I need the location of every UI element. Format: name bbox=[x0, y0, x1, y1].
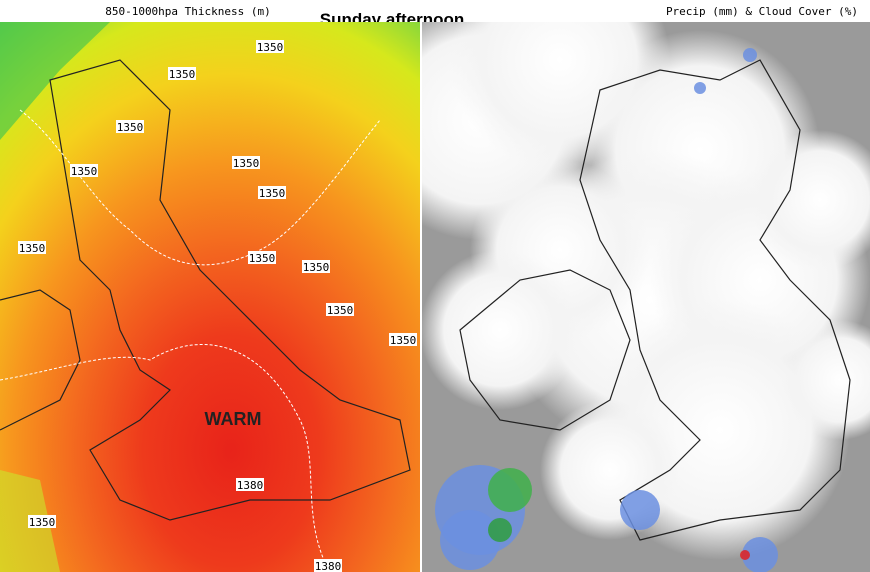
precip-area bbox=[694, 82, 706, 94]
cool-zone bbox=[0, 22, 110, 140]
cloud bbox=[780, 320, 870, 440]
contour-label: 1350 bbox=[29, 516, 56, 529]
contour-label-box bbox=[232, 156, 260, 169]
contour-label: 1350 bbox=[233, 157, 260, 170]
thickness-map: 1350 1350 1350 1350 1350 1350 1350 1350 1350 1350… bbox=[0, 22, 420, 572]
contour-label-box bbox=[28, 515, 56, 528]
contour-label-box bbox=[168, 67, 196, 80]
contour-label: 1350 bbox=[327, 304, 354, 317]
contour-label-box bbox=[116, 120, 144, 133]
precip-area bbox=[488, 468, 532, 512]
contour-label: 1350 bbox=[71, 165, 98, 178]
contour-label: 1380 bbox=[237, 479, 264, 492]
contour-label-box bbox=[389, 333, 417, 346]
coastline bbox=[49, 59, 411, 521]
cloud bbox=[540, 400, 680, 540]
contour-label: 1350 bbox=[169, 68, 196, 81]
precip-area bbox=[740, 550, 750, 560]
contour-label-box bbox=[18, 241, 46, 254]
cloud bbox=[750, 130, 870, 270]
contour-label: 1380 bbox=[315, 560, 342, 572]
panel-divider bbox=[420, 22, 422, 572]
contour-label-box bbox=[256, 40, 284, 53]
contour-label-box bbox=[70, 164, 98, 177]
contour-label: 1350 bbox=[259, 187, 286, 200]
contour-label-box bbox=[326, 303, 354, 316]
annotation: WARM bbox=[205, 409, 262, 429]
contour-label-box bbox=[258, 186, 286, 199]
precip-area bbox=[488, 518, 512, 542]
precip-area bbox=[620, 490, 660, 530]
thickness-field bbox=[0, 22, 420, 572]
right-panel-title: Precip (mm) & Cloud Cover (%) bbox=[666, 5, 858, 18]
left-panel-title: 850-1000hpa Thickness (m) bbox=[105, 5, 271, 18]
contour-label-box bbox=[248, 251, 276, 264]
contour-label-box bbox=[302, 260, 330, 273]
coastline bbox=[579, 59, 851, 541]
contour bbox=[19, 109, 381, 266]
contour-label: 1350 bbox=[390, 334, 417, 347]
precip-area bbox=[440, 510, 500, 570]
contour-label: 1350 bbox=[249, 252, 276, 265]
contour-label-box bbox=[236, 478, 264, 491]
cloud bbox=[422, 250, 580, 410]
precip-area bbox=[743, 48, 757, 62]
contour-label: 1350 bbox=[19, 242, 46, 255]
contour-label-box bbox=[314, 559, 342, 572]
contour bbox=[0, 343, 331, 572]
coastline bbox=[0, 289, 81, 431]
precip-area bbox=[742, 537, 778, 572]
coastline bbox=[459, 269, 631, 431]
contour-label: 1350 bbox=[257, 41, 284, 54]
cloud-map bbox=[422, 22, 870, 572]
contour-label: 1350 bbox=[117, 121, 144, 134]
contour-label: 1350 bbox=[303, 261, 330, 274]
